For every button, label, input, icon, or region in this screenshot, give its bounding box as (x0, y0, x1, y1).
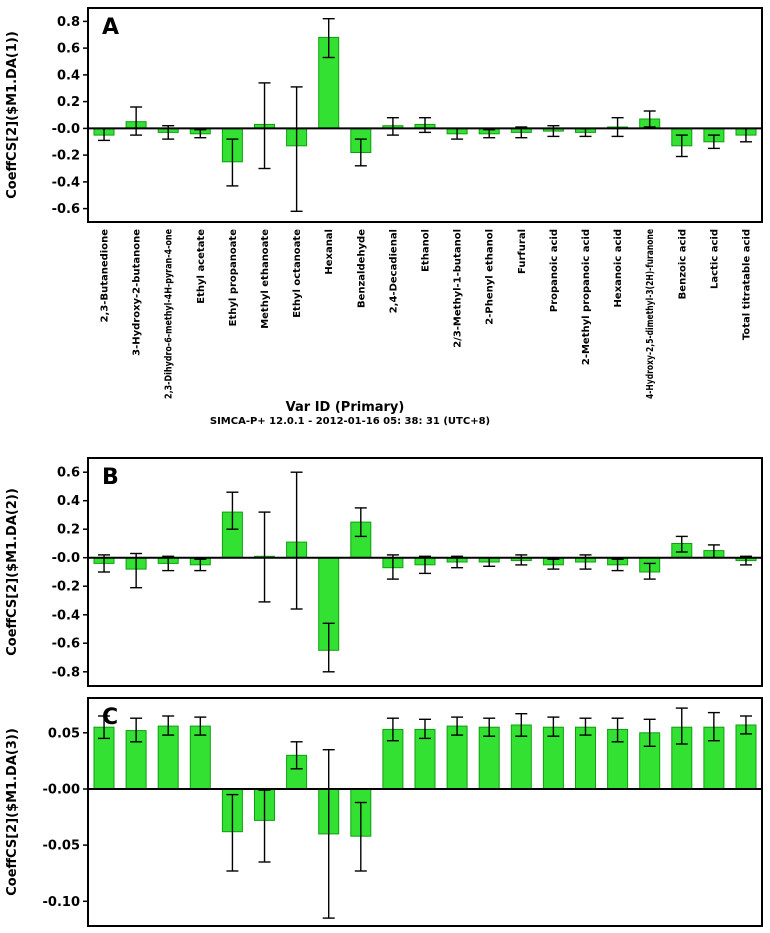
bars-group (93, 36, 757, 163)
y-tick-label: -0.0 (52, 551, 80, 566)
y-tick-label: -0.4 (52, 608, 80, 623)
x-tick-label: Propanoic acid (549, 229, 560, 312)
y-tick-label: 0.05 (48, 726, 80, 741)
x-tick-label: 2,3-Butanedione (100, 229, 111, 323)
y-axis-label: CoeffCS[2]($M1.DA(1)) (5, 31, 20, 199)
footer-watermark: SIMCA-P+ 12.0.1 - 2012-01-16 05: 38: 31 … (209, 416, 491, 427)
x-tick-label: Benzaldehyde (356, 229, 367, 308)
chart-panel-c: 0.05 -0.00 -0.05 -0.10 CoeffCS[2]($M1.DA(3))… (5, 697, 763, 927)
y-tick-label: 0.6 (57, 466, 80, 481)
chart-panel-b: 0.6 0.4 0.2 -0.0 -0.2 -0.4 -0.6 -0.8 CoeffCS[2](… (5, 457, 763, 687)
x-tick-label: 2,3-Dihydro-6-methyl-4H-pyran-4-one (164, 229, 175, 399)
y-tick-label: -0.10 (43, 895, 80, 910)
bar (575, 726, 596, 790)
y-tick-label: 0.4 (57, 494, 80, 509)
y-tick-label: 0.6 (57, 42, 80, 57)
y-tick-label: 0.2 (57, 95, 80, 110)
x-tick-label: 2-Phenyl ethanol (485, 229, 496, 325)
error-bars-group (98, 471, 752, 673)
plot-area-a: 0.8 0.6 0.4 0.2 -0.0 -0.2 -0.4 -0.6 CoeffCS[2]($… (5, 7, 763, 223)
y-axis-label: CoeffCS[2]($M1.DA(3)) (5, 728, 20, 896)
y-tick-label: -0.2 (52, 580, 80, 595)
x-tick-label: Benzoic acid (677, 229, 688, 299)
bars-group (93, 511, 757, 651)
panel-letter: B (102, 465, 119, 490)
y-tick-label: -0.00 (43, 783, 80, 798)
x-tick-label: Ethanol (421, 229, 432, 272)
x-tick-label: 2-Methyl propanoic acid (581, 229, 592, 365)
x-tick-label: Total titratable acid (742, 229, 753, 340)
x-tick-label: Ethyl acetate (196, 229, 207, 304)
x-tick-label: Hexanoic acid (613, 229, 624, 307)
y-tick-label: -0.6 (52, 637, 80, 652)
x-tick-label: Ethyl propanoate (228, 229, 239, 327)
y-tick-label: -0.0 (52, 122, 80, 137)
x-tick-label: 3-Hydroxy-2-butanone (132, 229, 143, 356)
plot-area-b: 0.6 0.4 0.2 -0.0 -0.2 -0.4 -0.6 -0.8 CoeffCS[2](… (5, 457, 763, 687)
x-tick-label: Lactic acid (709, 229, 720, 289)
y-axis-label: CoeffCS[2]($M1.DA(2)) (5, 488, 20, 656)
x-tick-label: 2,4-Decadienal (388, 229, 399, 313)
x-tick-label: Furfural (517, 229, 528, 274)
y-tick-label: 0.4 (57, 68, 80, 83)
plot-border (87, 457, 763, 687)
x-tick-label: Methyl ethanoate (260, 229, 271, 329)
x-tick-label: Hexanal (324, 229, 335, 275)
plot-area-c: 0.05 -0.00 -0.05 -0.10 CoeffCS[2]($M1.DA(3))… (5, 697, 763, 927)
y-tick-label: 0.8 (57, 15, 80, 30)
plot-border (87, 697, 763, 927)
chart-panel-a: 0.8 0.6 0.4 0.2 -0.0 -0.2 -0.4 -0.6 CoeffCS[2]($… (5, 7, 763, 399)
y-tick-label: -0.4 (52, 175, 80, 190)
error-bars-group (98, 707, 752, 919)
x-tick-label: 4-Hydroxy-2,5-dimethyl-3(2H)-furanone (645, 229, 656, 399)
y-tick-label: -0.8 (52, 665, 80, 680)
x-category-labels: 2,3-Butanedione 3-Hydroxy-2-butanone 2,3-D… (100, 229, 753, 399)
y-tick-label: -0.6 (52, 202, 80, 217)
x-tick-label: 2/3-Methyl-1-butanol (453, 229, 464, 348)
y-tick-label: -0.2 (52, 149, 80, 164)
error-bars-group (98, 18, 752, 213)
bars-group (93, 724, 757, 837)
y-tick-label: -0.05 (43, 839, 80, 854)
y-tick-label: 0.2 (57, 523, 80, 538)
x-tick-label: Ethyl octanoate (292, 229, 303, 318)
panel-letter: C (102, 705, 118, 730)
x-axis-title: Var ID (Primary) (285, 400, 405, 415)
plot-border (87, 7, 763, 223)
panel-letter: A (102, 15, 119, 40)
